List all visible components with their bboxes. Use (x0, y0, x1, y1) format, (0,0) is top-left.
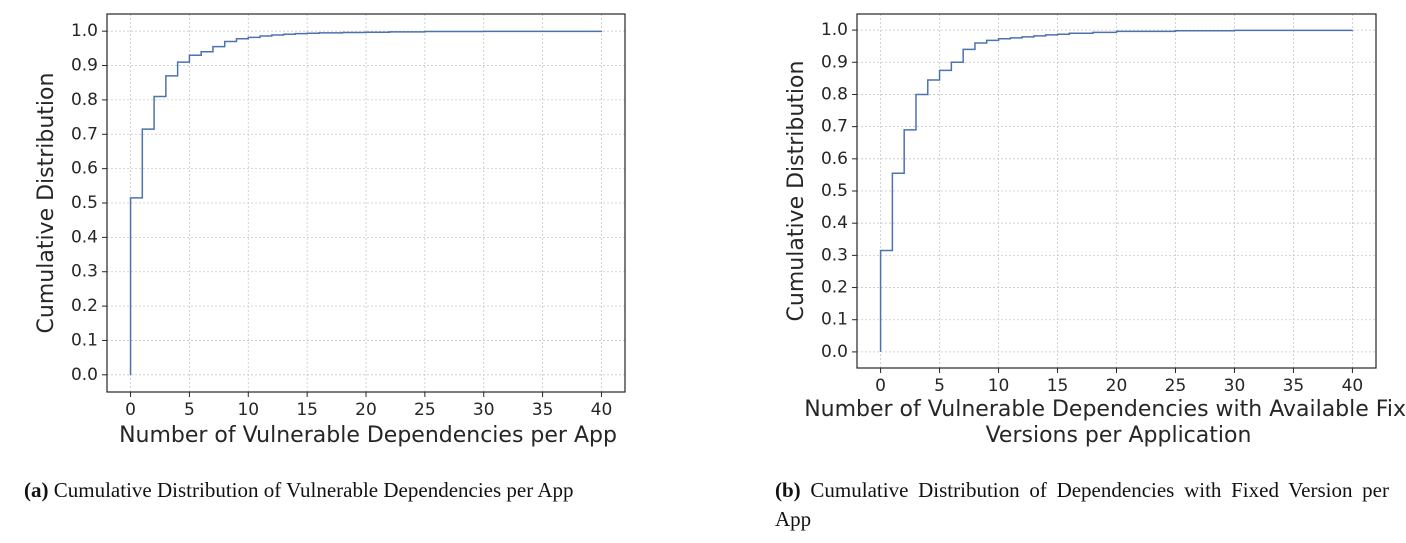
x-tick-label: 20 (355, 400, 377, 420)
caption-label: (b) (775, 478, 801, 502)
y-tick-label: 0.7 (821, 117, 848, 137)
y-tick-label: 0.8 (821, 84, 848, 104)
x-tick-label: 10 (988, 376, 1010, 396)
plot-frame (106, 13, 626, 393)
y-tick-label: 0.3 (71, 262, 98, 282)
x-axis-label: Number of Vulnerable Dependencies with A… (804, 397, 1406, 422)
y-tick-label: 0.0 (71, 365, 98, 385)
y-tick-label: 0.1 (71, 330, 98, 350)
x-tick-label: 20 (1106, 376, 1128, 396)
x-tick-label: 5 (184, 400, 195, 420)
y-tick-label: 0.0 (821, 342, 848, 362)
caption-b: (b) Cumulative Distribution of Dependenc… (775, 476, 1389, 534)
x-tick-label: 0 (875, 376, 886, 396)
y-tick-label: 0.5 (821, 181, 848, 201)
x-axis-label: Number of Vulnerable Dependencies per Ap… (119, 423, 617, 448)
y-tick-label: 0.2 (821, 278, 848, 298)
x-tick-label: 25 (414, 400, 436, 420)
y-tick-label: 0.8 (71, 90, 98, 110)
step-line (129, 30, 603, 375)
caption-text: Cumulative Distribution of Dependencies … (775, 478, 1389, 531)
y-tick-label: 0.7 (71, 124, 98, 144)
x-tick-label: 15 (296, 400, 318, 420)
caption-a: (a) Cumulative Distribution of Vulnerabl… (24, 476, 649, 505)
x-tick-label: 10 (237, 400, 259, 420)
x-tick-label: 25 (1165, 376, 1187, 396)
x-tick-label: 40 (1342, 376, 1364, 396)
y-tick-label: 0.6 (71, 159, 98, 179)
x-tick-label: 30 (1224, 376, 1246, 396)
y-tick-label: 0.9 (821, 52, 848, 72)
caption-text: Cumulative Distribution of Vulnerable De… (53, 478, 574, 502)
step-line (879, 29, 1354, 352)
y-tick-label: 0.6 (821, 149, 848, 169)
y-tick-label: 0.4 (821, 213, 848, 233)
x-tick-label: 30 (473, 400, 495, 420)
x-tick-label: 40 (591, 400, 613, 420)
y-tick-label: 1.0 (821, 20, 848, 40)
x-tick-label: 35 (1283, 376, 1305, 396)
y-tick-label: 0.2 (71, 296, 98, 316)
y-tick-label: 0.5 (71, 193, 98, 213)
x-tick-label: 0 (125, 400, 136, 420)
y-tick-label: 0.1 (821, 310, 848, 330)
y-axis-label: Cumulative Distribution (34, 73, 59, 334)
caption-label: (a) (24, 478, 49, 502)
x-tick-label: 35 (532, 400, 554, 420)
x-tick-label: 5 (934, 376, 945, 396)
y-axis-label: Cumulative Distribution (784, 61, 809, 322)
x-tick-label: 15 (1047, 376, 1069, 396)
y-tick-label: 0.9 (71, 56, 98, 76)
figure: 0.0 0.1 0.2 0.3 0.4 0.5 0.6 0.7 0.8 0.9 1.0 0 5 10 15 2… (34, 13, 1406, 448)
y-tick-label: 0.3 (821, 245, 848, 265)
plot-frame (856, 13, 1377, 369)
y-tick-label: 0.4 (71, 227, 98, 247)
x-axis-label: Versions per Application (986, 423, 1252, 448)
y-tick-label: 1.0 (71, 21, 98, 41)
